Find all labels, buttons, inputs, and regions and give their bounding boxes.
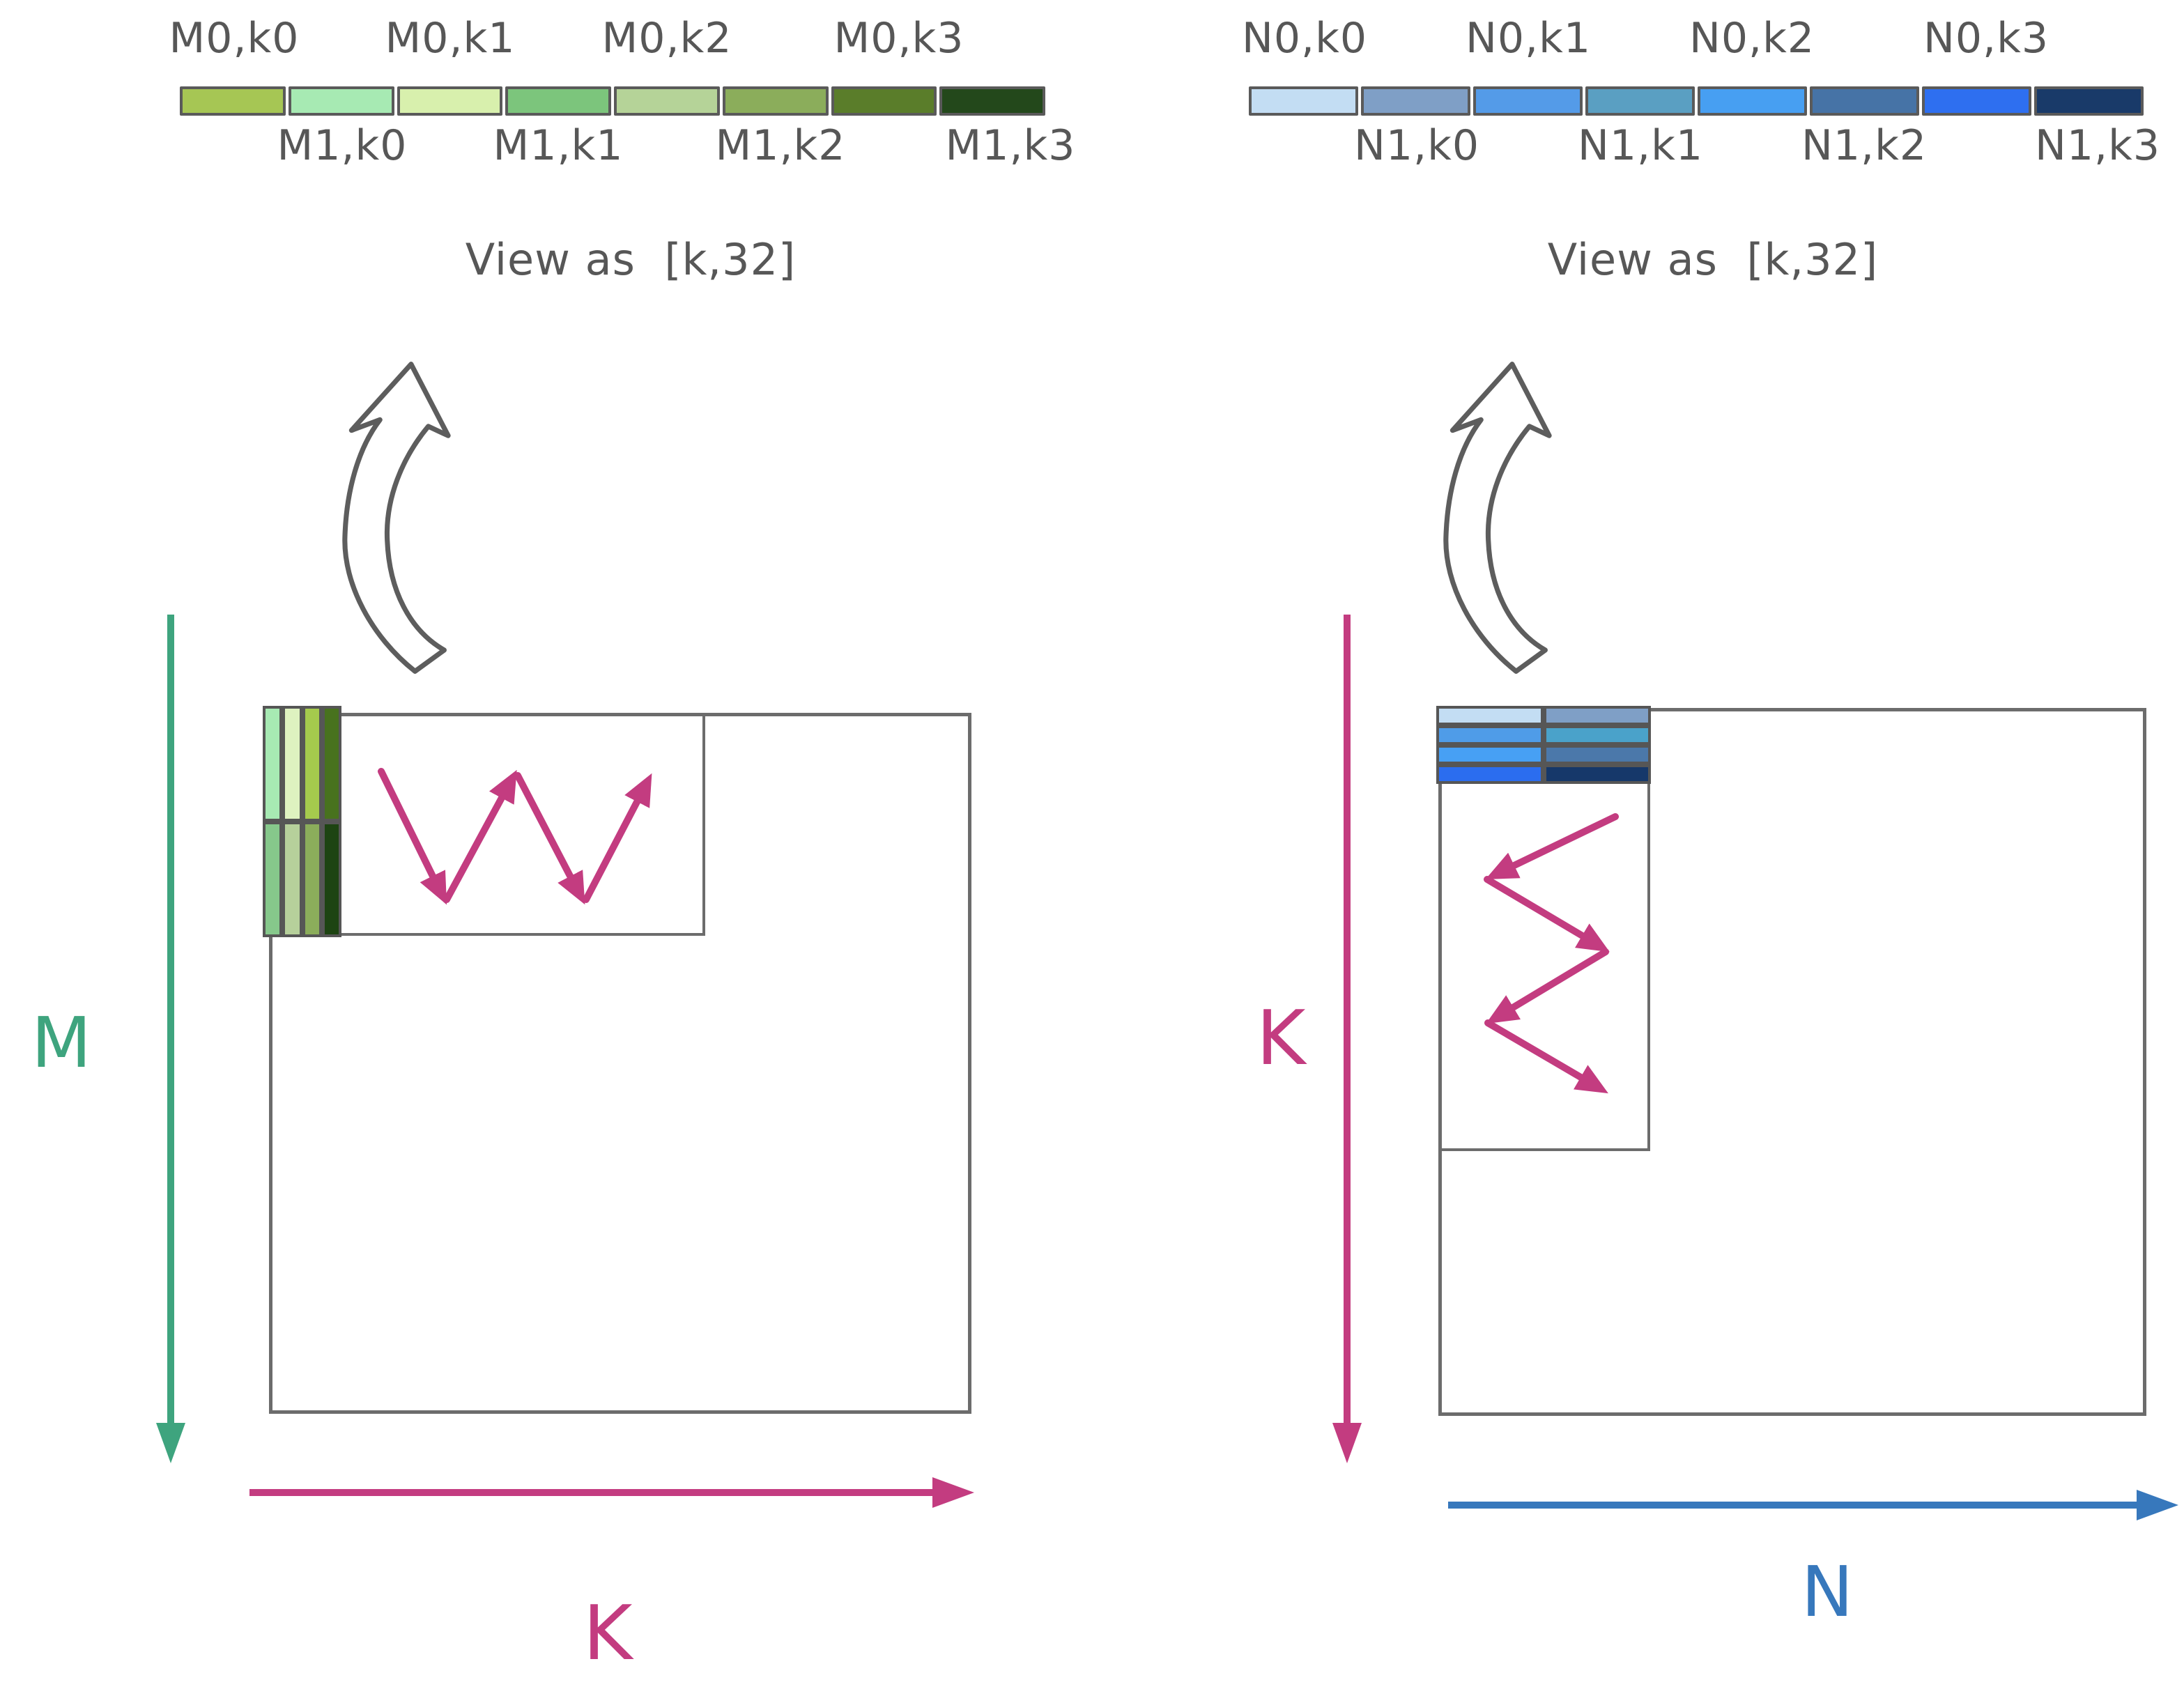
b-strip-label-n0k0: N0,k0 bbox=[1241, 14, 1368, 63]
a-y-axis-label: M bbox=[31, 1002, 92, 1084]
a-strip-label-m1k0: M1,k0 bbox=[277, 121, 408, 170]
a-block-cell-r0c1 bbox=[282, 706, 302, 822]
a-block-cell-r1c0 bbox=[263, 822, 283, 937]
a-block-cell-r1c1 bbox=[282, 822, 302, 937]
b-strip-seg-n0k0 bbox=[1249, 86, 1358, 116]
b-strip-seg-n0k3 bbox=[1922, 86, 2031, 116]
b-x-axis-arrow bbox=[1448, 1490, 2178, 1520]
b-zigzag-seg4 bbox=[1484, 1019, 1608, 1094]
b-y-axis-label: K bbox=[1256, 995, 1306, 1082]
b-tile-block bbox=[1436, 706, 1651, 784]
b-block-cell-r2c1 bbox=[1544, 745, 1651, 764]
a-x-axis-arrowhead-icon bbox=[932, 1477, 974, 1508]
b-zigzag-seg2 bbox=[1484, 876, 1610, 953]
a-strip-seg-m1k3 bbox=[939, 86, 1045, 116]
a-strip-seg-m1k2 bbox=[722, 86, 829, 116]
a-strip-label-m1k3: M1,k3 bbox=[945, 121, 1076, 170]
b-strip-label-n0k2: N0,k2 bbox=[1689, 14, 1815, 63]
b-strip-label-n0k1: N0,k1 bbox=[1465, 14, 1592, 63]
a-unroll-arrow-icon bbox=[342, 362, 451, 674]
a-x-axis-arrow bbox=[249, 1477, 974, 1508]
b-block-cell-r1c0 bbox=[1436, 725, 1544, 745]
a-y-axis-arrow bbox=[156, 615, 185, 1463]
b-x-axis-label: N bbox=[1801, 1551, 1854, 1633]
b-x-axis-arrowhead-icon bbox=[2137, 1490, 2178, 1520]
b-block-cell-r0c0 bbox=[1436, 706, 1544, 725]
b-y-axis-arrow bbox=[1332, 615, 1362, 1463]
a-x-axis-label: K bbox=[583, 1590, 633, 1677]
a-traversal-zigzag bbox=[378, 768, 652, 905]
b-block-cell-r3c1 bbox=[1544, 764, 1651, 784]
a-strip-label-m1k1: M1,k1 bbox=[493, 121, 624, 170]
b-strip-seg-n1k1 bbox=[1585, 86, 1695, 116]
a-strip-label-m0k1: M0,k1 bbox=[385, 14, 516, 63]
a-strip-label-m0k0: M0,k0 bbox=[169, 14, 300, 63]
b-traversal-zigzag bbox=[1484, 813, 1619, 1094]
a-view-as-caption: View as [k,32] bbox=[465, 234, 797, 285]
b-zigzag-seg1 bbox=[1485, 813, 1619, 879]
a-block-cell-r0c3 bbox=[321, 706, 341, 822]
b-strip-seg-n1k2 bbox=[1810, 86, 1919, 116]
b-block-cell-r1c1 bbox=[1544, 725, 1651, 745]
b-strip-label-n1k1: N1,k1 bbox=[1577, 121, 1704, 170]
a-strip-seg-m0k3 bbox=[831, 86, 937, 116]
b-strip-seg-n0k1 bbox=[1473, 86, 1583, 116]
a-strip-seg-m0k1 bbox=[397, 86, 503, 116]
b-view-as-caption: View as [k,32] bbox=[1547, 234, 1879, 285]
b-block-cell-r3c0 bbox=[1436, 764, 1544, 784]
a-strip-seg-m1k0 bbox=[288, 86, 394, 116]
b-strip-seg-n1k0 bbox=[1361, 86, 1470, 116]
a-block-cell-r1c2 bbox=[302, 822, 322, 937]
a-strip-seg-m0k0 bbox=[180, 86, 286, 116]
a-block-cell-r1c3 bbox=[321, 822, 341, 937]
b-y-axis-arrowhead-icon bbox=[1332, 1423, 1362, 1463]
b-strip-label-n1k0: N1,k0 bbox=[1353, 121, 1480, 170]
a-zigzag-seg4 bbox=[583, 773, 652, 903]
b-block-cell-r0c1 bbox=[1544, 706, 1651, 725]
a-y-axis-arrowhead-icon bbox=[156, 1423, 185, 1463]
b-strip-seg-n0k2 bbox=[1698, 86, 1807, 116]
a-tile-block bbox=[263, 706, 341, 937]
a-zigzag-seg1 bbox=[378, 768, 447, 905]
a-zigzag-seg2 bbox=[443, 769, 517, 903]
a-block-cell-r0c0 bbox=[263, 706, 283, 822]
a-strip-label-m1k2: M1,k2 bbox=[715, 121, 846, 170]
b-strip-seg-n1k3 bbox=[2034, 86, 2144, 116]
b-strip-label-n1k3: N1,k3 bbox=[2034, 121, 2161, 170]
b-unroll-arrow-icon bbox=[1443, 362, 1552, 674]
a-strip-seg-m1k1 bbox=[505, 86, 611, 116]
a-strip-seg-m0k2 bbox=[614, 86, 720, 116]
a-strip-label-m0k2: M0,k2 bbox=[601, 14, 732, 63]
b-zigzag-seg3 bbox=[1486, 948, 1609, 1024]
a-block-cell-r0c2 bbox=[302, 706, 322, 822]
b-strip-label-n1k2: N1,k2 bbox=[1801, 121, 1928, 170]
a-unrolled-strip bbox=[180, 86, 1045, 116]
b-strip-label-n0k3: N0,k3 bbox=[1923, 14, 2050, 63]
a-strip-label-m0k3: M0,k3 bbox=[833, 14, 964, 63]
b-unrolled-strip bbox=[1249, 86, 2144, 116]
b-block-cell-r2c0 bbox=[1436, 745, 1544, 764]
a-zigzag-seg3 bbox=[514, 772, 585, 905]
